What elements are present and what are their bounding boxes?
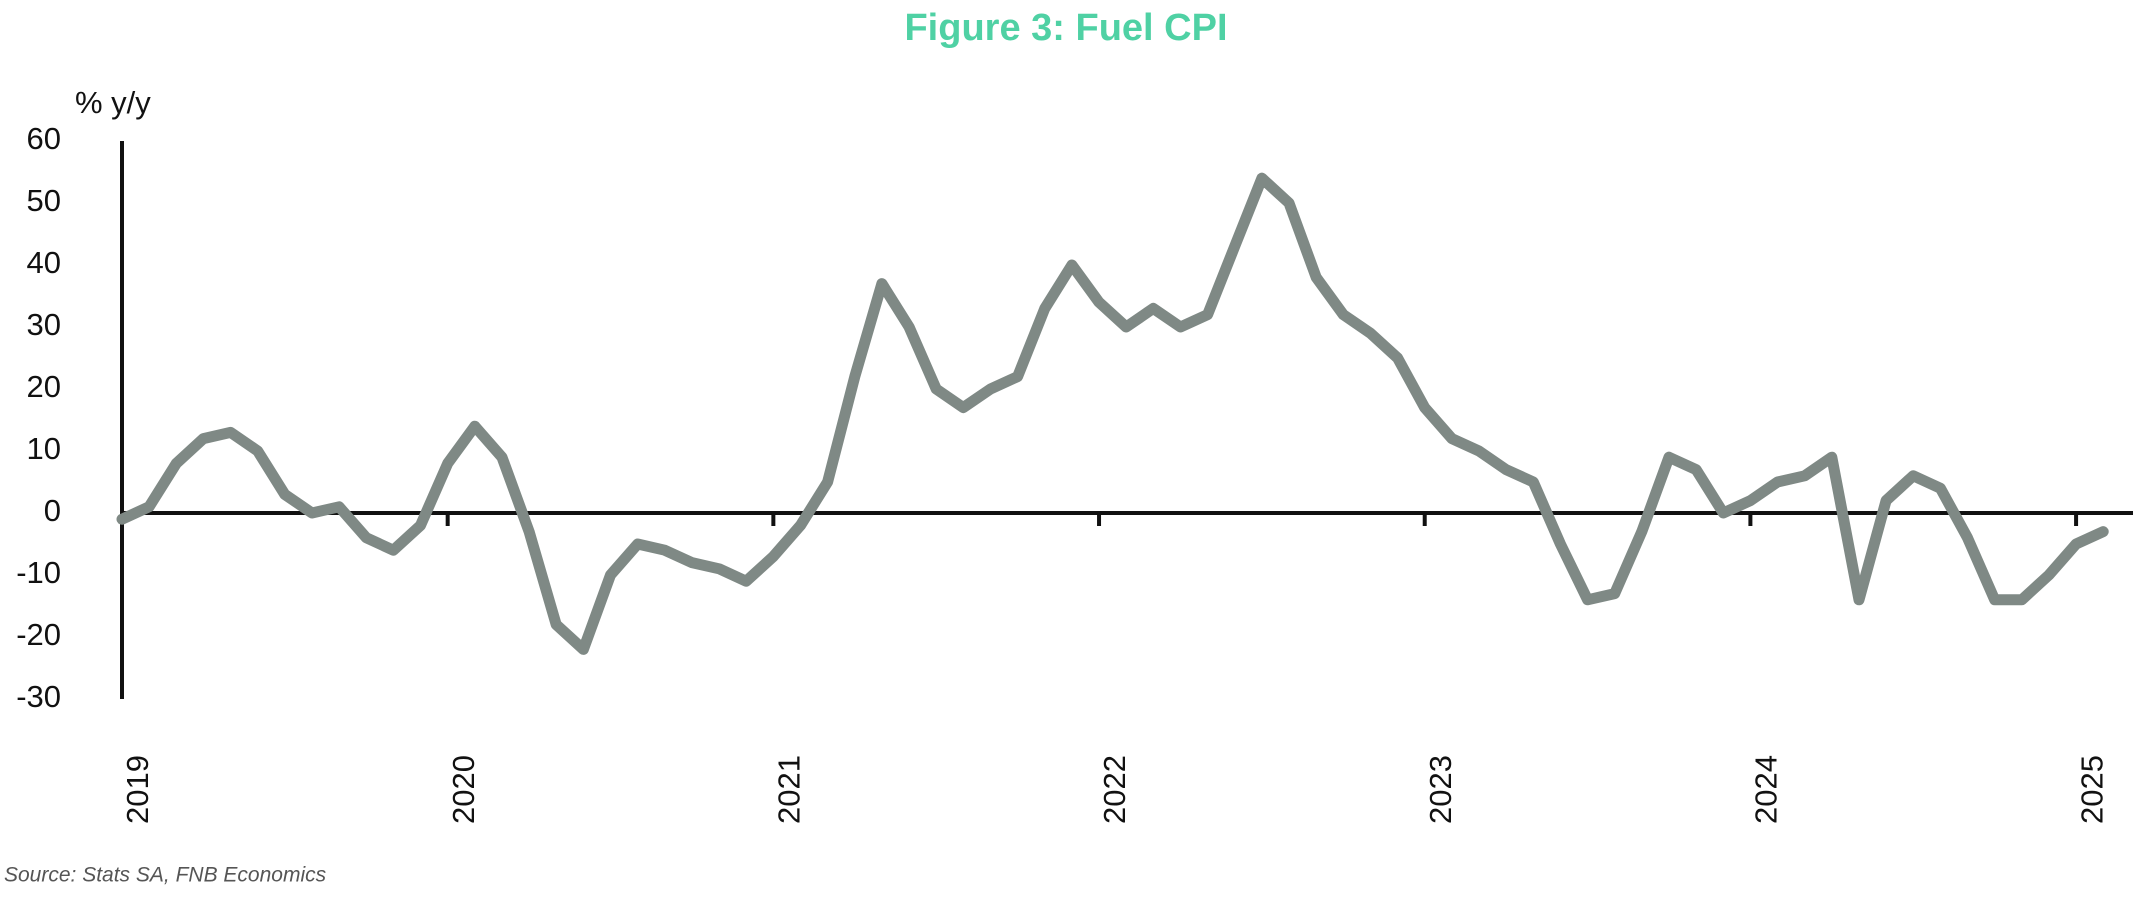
- x-tick-label: 2025: [2074, 755, 2109, 824]
- y-axis-label: % y/y: [75, 85, 151, 120]
- y-tick-label: -10: [16, 555, 61, 590]
- y-tick-label: -20: [16, 617, 61, 652]
- line: [116, 172, 2109, 655]
- y-tick-label: 10: [27, 431, 61, 466]
- chart-title: Figure 3: Fuel CPI: [904, 7, 1227, 49]
- y-tick-label: 0: [44, 493, 61, 528]
- x-tick-label: 2021: [772, 755, 807, 824]
- y-tick-label: -30: [16, 679, 61, 714]
- y-tick-label: 60: [27, 121, 61, 156]
- y-tick-label: 30: [27, 307, 61, 342]
- x-tick-label: 2019: [120, 755, 155, 824]
- y-tick-label: 50: [27, 183, 61, 218]
- x-tick-label: 2020: [446, 755, 481, 824]
- x-tick-label: 2023: [1423, 755, 1458, 824]
- x-tick-label: 2024: [1749, 755, 1784, 824]
- y-tick-label: 40: [27, 245, 61, 280]
- x-tick-label: 2022: [1097, 755, 1132, 824]
- source: Source: Stats SA, FNB Economics: [4, 864, 327, 887]
- y-tick-label: 20: [27, 369, 61, 404]
